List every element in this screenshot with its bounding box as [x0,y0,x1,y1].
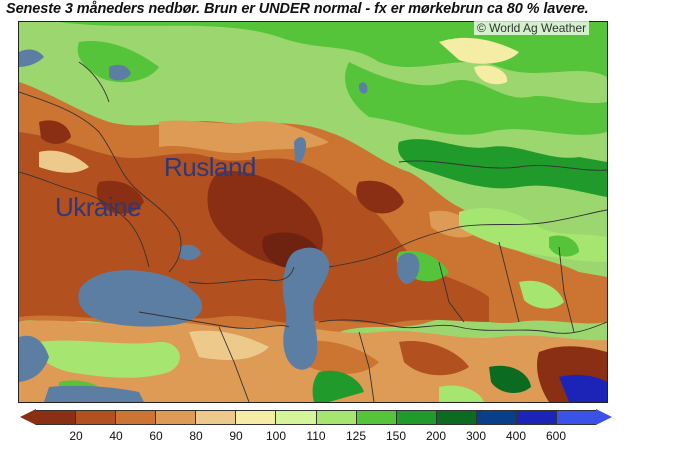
legend-swatch [236,411,277,424]
legend-tick-label: 200 [425,429,447,443]
country-borders [19,61,607,402]
legend-swatch [116,411,157,424]
legend-swatch [276,411,317,424]
legend-tick-label: 125 [345,429,367,443]
legend-swatch [396,411,437,424]
legend-swatch [36,411,77,424]
caspian-sea [282,247,330,370]
legend-color-bar [36,410,597,425]
legend-swatch [76,411,117,424]
legend-tick-label: 40 [109,429,123,443]
baltic-sea [19,49,44,67]
map-title: Seneste 3 måneders nedbør. Brun er UNDER… [6,1,589,17]
legend-tick-label: 300 [465,429,487,443]
aral-sea [397,252,420,284]
legend-tick-label: 80 [189,429,203,443]
legend-swatch [436,411,477,424]
precipitation-legend: 20 40 60 80 90 100 110 125 150 200 300 400 600 [10,407,670,447]
legend-tick-label: 110 [306,429,326,443]
legend-swatch [356,411,397,424]
watermark-credit: © World Ag Weather [474,21,590,35]
legend-swatch [156,411,197,424]
black-sea [78,270,203,327]
mediterranean-sea [19,335,49,382]
legend-arrow-right [596,409,612,425]
precipitation-map: Rusland Ukraine [18,21,608,403]
legend-tick-label: 20 [69,429,83,443]
legend-swatch [557,411,597,424]
label-russia: Rusland [164,152,256,182]
map-canvas [19,22,607,402]
legend-tick-label: 60 [149,429,163,443]
legend-tick-label: 400 [505,429,527,443]
legend-swatch [476,411,517,424]
label-ukraine: Ukraine [55,192,142,222]
legend-swatch [316,411,357,424]
legend-tick-label: 90 [229,429,243,443]
legend-tick-label: 150 [385,429,407,443]
legend-tick-label: 600 [545,429,567,443]
legend-swatch [196,411,237,424]
legend-tick-label: 100 [265,429,287,443]
legend-swatch [516,411,558,424]
legend-tick-labels: 20 40 60 80 90 100 110 125 150 200 300 400 600 [36,429,596,445]
legend-arrow-left [20,409,36,425]
